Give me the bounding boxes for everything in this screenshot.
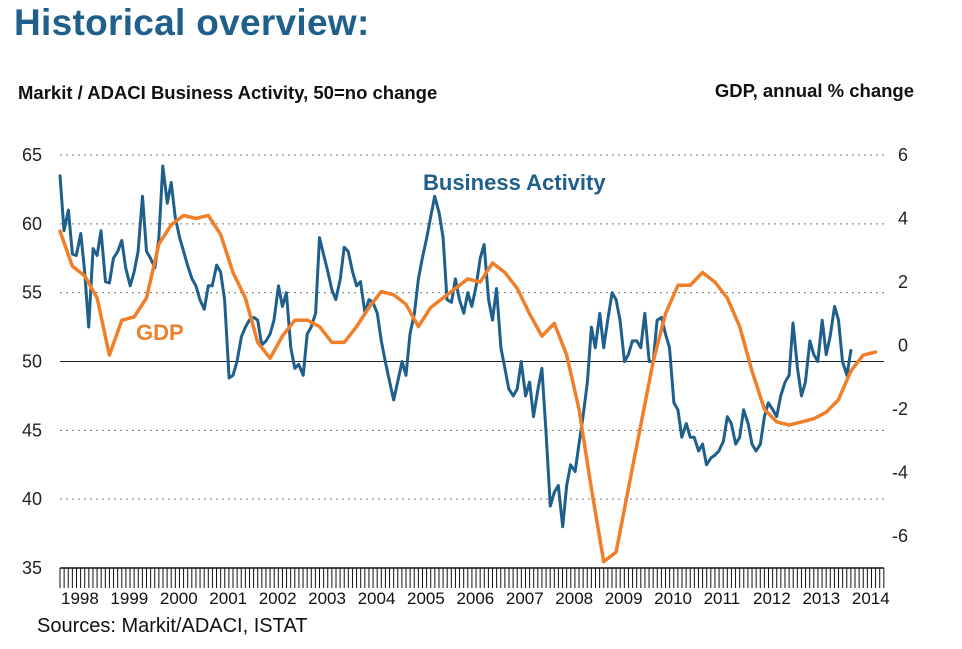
x-axis: 1998 1999 2000 2001 2002 2003 2004 2005 2006 2007… [59, 567, 890, 608]
x-tick-label: 2006 [456, 589, 494, 608]
x-tick-label: 2010 [654, 589, 692, 608]
right-axis-ticks: -6 -4 -2 0 2 4 6 [892, 145, 908, 546]
x-tick-label: 2008 [555, 589, 593, 608]
x-tick-label: 2009 [605, 589, 643, 608]
left-tick-label: 45 [22, 420, 42, 440]
x-tick-label: 1999 [110, 589, 148, 608]
x-tick-label: 1998 [61, 589, 99, 608]
right-tick-label: 4 [898, 209, 908, 229]
x-tick-label: 2013 [802, 589, 840, 608]
x-tick-label: 2014 [852, 589, 890, 608]
left-tick-label: 50 [22, 352, 42, 372]
left-tick-label: 65 [22, 145, 42, 165]
series-lines [58, 164, 878, 564]
series-line-gdp [58, 213, 878, 564]
left-tick-label: 55 [22, 283, 42, 303]
gridlines [60, 154, 884, 500]
x-tick-label: 2003 [308, 589, 346, 608]
right-tick-label: -6 [892, 526, 908, 546]
right-tick-label: 2 [898, 272, 908, 292]
right-tick-label: 6 [898, 145, 908, 165]
source-note: Sources: Markit/ADACI, ISTAT [37, 615, 308, 637]
x-tick-label: 2000 [160, 589, 198, 608]
left-tick-label: 40 [22, 489, 42, 509]
x-tick-label: 2001 [209, 589, 247, 608]
x-tick-label: 2004 [358, 589, 396, 608]
left-tick-label: 35 [22, 558, 42, 578]
page-title: Historical overview: [14, 2, 370, 43]
right-tick-label: -4 [892, 463, 908, 483]
x-tick-label: 2007 [506, 589, 544, 608]
x-tick-label: 2002 [259, 589, 297, 608]
left-axis-title: Markit / ADACI Business Activity, 50=no … [18, 82, 438, 103]
series-label-gdp: GDP [136, 320, 184, 345]
series-label-business-activity: Business Activity [423, 170, 606, 195]
x-tick-label: 2011 [704, 589, 741, 608]
right-tick-label: -2 [892, 399, 908, 419]
left-tick-label: 60 [22, 214, 42, 234]
right-tick-label: 0 [898, 336, 908, 356]
left-axis-ticks: 35 40 45 50 55 60 65 [22, 145, 42, 578]
right-axis-title: GDP, annual % change [714, 80, 914, 101]
line-chart: 35 40 45 50 55 60 65 -6 -4 -2 0 2 4 6 1998 1999 2000 20… [22, 145, 908, 608]
x-tick-label: 2005 [407, 589, 445, 608]
series-line-business-activity [58, 164, 853, 529]
x-tick-label: 2012 [753, 589, 791, 608]
